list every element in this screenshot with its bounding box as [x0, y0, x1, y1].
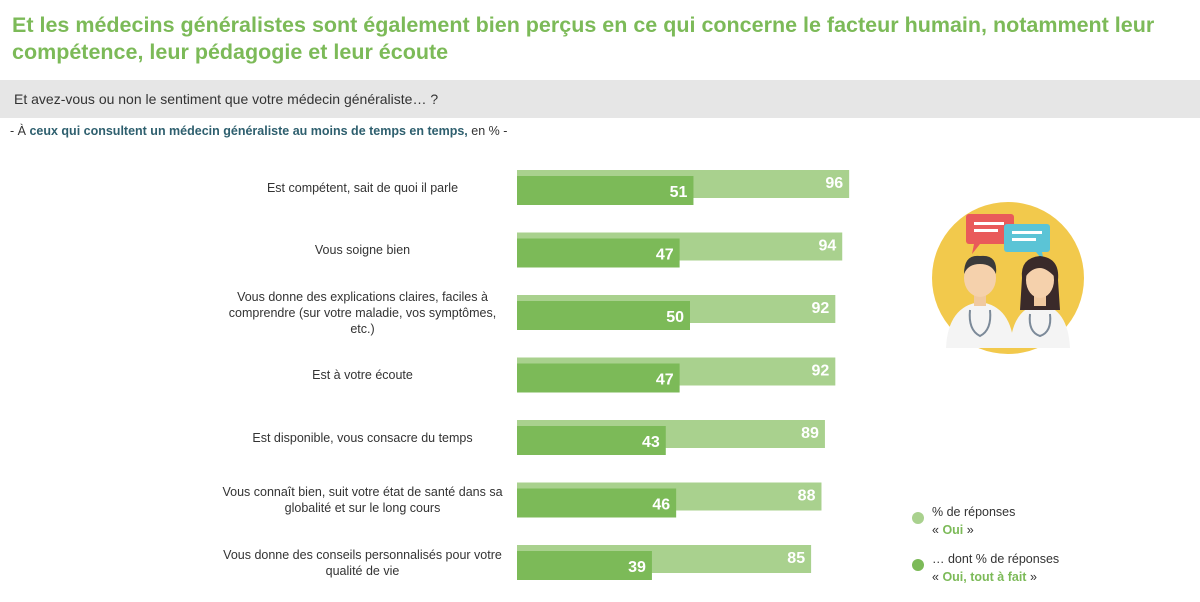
data-label-tout-a-fait: 51 [670, 184, 688, 201]
legend-oui-pre: « [932, 523, 943, 537]
legend-oui-keyword: Oui [942, 523, 964, 537]
data-label-oui: 85 [787, 550, 805, 567]
data-label-tout-a-fait: 46 [652, 497, 670, 514]
subtitle-prefix: - À [10, 124, 30, 138]
question-text: Et avez-vous ou non le sentiment que vot… [14, 91, 439, 107]
category-label: Est à votre écoute [312, 368, 413, 382]
data-label-oui: 94 [818, 238, 836, 255]
subtitle-highlight: ceux qui consultent un médecin généralis… [29, 124, 468, 138]
category-label: Vous donne des conseils personnalisés po… [223, 547, 502, 578]
doctor-woman-icon [1010, 256, 1070, 348]
bar-oui-tout-a-fait [517, 363, 680, 393]
data-label-tout-a-fait: 43 [642, 434, 660, 451]
data-label-tout-a-fait: 47 [656, 247, 674, 264]
bar-oui-tout-a-fait [517, 426, 666, 455]
legend-oui-line1: % de réponses [932, 505, 1016, 519]
data-label-tout-a-fait: 47 [656, 372, 674, 389]
legend-label-tout-a-fait: … dont % de réponses « Oui, tout à fait … [932, 550, 1132, 586]
category-label: Vous soigne bien [314, 243, 411, 257]
legend-label-oui: % de réponses « Oui » [932, 503, 1132, 539]
data-label-oui: 92 [812, 363, 830, 380]
data-label-oui: 92 [812, 300, 830, 317]
legend-tout-line1: … dont % de réponses [932, 552, 1060, 566]
legend-tout-pre: « [932, 570, 943, 584]
data-label-oui: 89 [801, 425, 819, 442]
data-label-oui: 96 [825, 175, 843, 192]
legend-swatch-oui [912, 512, 924, 524]
bar-oui-tout-a-fait [517, 176, 694, 205]
legend-swatch-tout-a-fait [912, 559, 924, 571]
bar-oui-tout-a-fait [517, 238, 680, 268]
category-label: Vous connaît bien, suit votre état de sa… [222, 485, 503, 515]
legend-oui-post: » [963, 523, 974, 537]
question-band [0, 80, 1200, 118]
doctor-man-icon [946, 255, 1014, 348]
bar-oui-tout-a-fait [517, 301, 690, 330]
category-label: Vous donne des explications claires, fac… [228, 289, 497, 336]
data-label-oui: 88 [798, 488, 816, 505]
bar-oui-tout-a-fait [517, 551, 652, 580]
legend-tout-post: » [1026, 570, 1037, 584]
doctors-illustration [928, 198, 1088, 363]
data-label-tout-a-fait: 50 [666, 309, 684, 326]
category-label: Est compétent, sait de quoi il parle [266, 180, 459, 195]
bar-oui-tout-a-fait [517, 488, 677, 518]
speech-bubble-icon [966, 214, 1050, 262]
legend-tout-keyword: Oui, tout à fait [942, 570, 1027, 584]
subtitle-suffix: en % - [467, 124, 508, 138]
category-label: Est disponible, vous consacre du temps [252, 430, 473, 445]
data-label-tout-a-fait: 39 [628, 559, 646, 576]
chart-subtitle: - À ceux qui consultent un médecin génér… [10, 124, 507, 138]
page-title: Et les médecins généralistes sont égalem… [12, 13, 1155, 64]
